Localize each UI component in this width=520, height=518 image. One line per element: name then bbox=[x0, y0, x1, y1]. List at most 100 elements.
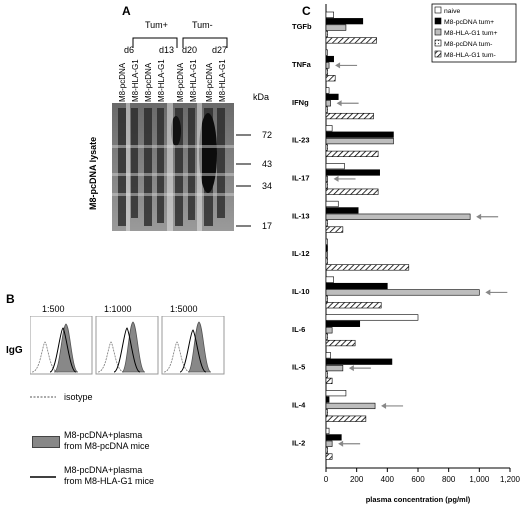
day-label-d27: d27 bbox=[212, 45, 228, 55]
bar-naive bbox=[325, 238, 328, 245]
category-label: IL-5 bbox=[292, 363, 305, 372]
black-legend-line2: from M8-HLA-G1 mice bbox=[64, 476, 155, 486]
bar-M8-HLA-G1-tum+ bbox=[325, 213, 471, 220]
arrow-head bbox=[335, 62, 341, 69]
category-label: IL-13 bbox=[292, 211, 310, 220]
bar-M8-pcDNA-tum+ bbox=[325, 131, 394, 138]
legend-label: naive bbox=[444, 8, 460, 15]
bar-M8-HLA-G1-tum- bbox=[325, 415, 367, 422]
bar-M8-HLA-G1-tum- bbox=[325, 37, 377, 44]
x-tick-label: 800 bbox=[442, 475, 456, 484]
bar-naive bbox=[325, 427, 330, 435]
bar-M8-HLA-G1-tum- bbox=[325, 75, 336, 82]
bar-M8-pcDNA-tum- bbox=[325, 30, 328, 38]
bar-M8-HLA-G1-tum- bbox=[325, 453, 333, 460]
category-label: TGFb bbox=[292, 22, 312, 31]
bar-M8-pcDNA-tum+ bbox=[325, 245, 328, 252]
bar-M8-pcDNA-tum+ bbox=[325, 93, 339, 100]
category-label: IFNg bbox=[292, 98, 309, 107]
lane-label: M8-pcDNA bbox=[176, 62, 185, 102]
grey-legend-line2: from M8-pcDNA mice bbox=[64, 441, 150, 451]
marker-43: 43 bbox=[262, 159, 273, 169]
grey-legend-line1: M8-pcDNA+plasma bbox=[64, 430, 143, 440]
kda-marker-ticks bbox=[236, 134, 251, 227]
arrow-head bbox=[336, 100, 342, 107]
category-label: IL-17 bbox=[292, 174, 310, 183]
lane-label: M8-HLA-G1 bbox=[157, 59, 166, 102]
legend-swatch bbox=[434, 6, 442, 14]
x-tick-label: 1,200 bbox=[500, 475, 520, 484]
day-label-d13: d13 bbox=[159, 45, 175, 55]
grey-legend-label: M8-pcDNA+plasma from M8-pcDNA mice bbox=[64, 430, 150, 452]
black-line-swatch bbox=[30, 476, 56, 478]
bar-M8-HLA-G1-tum+ bbox=[325, 440, 333, 447]
legend-label: M8-pcDNA tum+ bbox=[444, 19, 494, 26]
western-blot-image bbox=[112, 103, 234, 231]
bar-M8-HLA-G1-tum+ bbox=[325, 251, 328, 258]
arrow-head bbox=[381, 402, 387, 409]
group-tum-neg-label: Tum- bbox=[192, 20, 213, 30]
cytokine-bar-chart: 0 200 400 600 800 1,000 1,200 plasma concentrat… bbox=[292, 3, 520, 504]
lane-label: M8-HLA-G1 bbox=[131, 59, 140, 102]
bar-M8-pcDNA-tum- bbox=[325, 409, 328, 416]
bar-M8-pcDNA-tum- bbox=[325, 447, 328, 454]
panel-a-label: A bbox=[122, 4, 131, 18]
arrow-head bbox=[476, 213, 482, 220]
x-tick-label: 0 bbox=[324, 475, 329, 484]
bar-M8-pcDNA-tum+ bbox=[325, 320, 361, 327]
bar-M8-HLA-G1-tum+ bbox=[325, 402, 376, 410]
dilution-1-5000: 1:5000 bbox=[170, 304, 198, 314]
flow-histograms bbox=[30, 316, 225, 375]
bar-M8-HLA-G1-tum+ bbox=[325, 24, 347, 31]
bar-M8-pcDNA-tum+ bbox=[325, 434, 342, 441]
kda-unit-label: kDa bbox=[253, 92, 270, 102]
bar-M8-pcDNA-tum- bbox=[325, 220, 328, 227]
bar-M8-HLA-G1-tum+ bbox=[325, 327, 333, 334]
bar-M8-pcDNA-tum- bbox=[325, 68, 328, 75]
legend-swatch bbox=[434, 50, 442, 58]
isotype-legend-label: isotype bbox=[64, 392, 93, 402]
bar-naive bbox=[325, 49, 328, 56]
bar-M8-HLA-G1-tum- bbox=[325, 112, 374, 120]
bar-M8-HLA-G1-tum- bbox=[325, 150, 379, 158]
x-tick-label: 200 bbox=[350, 475, 364, 484]
category-label: IL-10 bbox=[292, 287, 310, 296]
category-label: IL-12 bbox=[292, 249, 310, 258]
bar-M8-pcDNA-tum- bbox=[325, 295, 328, 302]
lane-label: M8-HLA-G1 bbox=[218, 59, 227, 102]
bar-M8-HLA-G1-tum- bbox=[325, 188, 379, 195]
group-tum-pos-label: Tum+ bbox=[145, 20, 168, 30]
category-label: IL-6 bbox=[292, 325, 305, 334]
bar-M8-HLA-G1-tum+ bbox=[325, 364, 344, 372]
bar-naive bbox=[325, 314, 419, 321]
bar-naive bbox=[325, 163, 345, 170]
category-label: IL-2 bbox=[292, 438, 305, 447]
bar-naive bbox=[325, 11, 334, 18]
bar-M8-HLA-G1-tum+ bbox=[325, 62, 330, 69]
bar-naive bbox=[325, 87, 330, 94]
bar-M8-pcDNA-tum+ bbox=[325, 18, 364, 25]
igg-row-label: IgG bbox=[6, 345, 23, 356]
lane-label: M8-pcDNA bbox=[118, 62, 127, 102]
bar-M8-HLA-G1-tum- bbox=[325, 264, 410, 271]
category-label: IL-4 bbox=[292, 401, 306, 410]
bar-M8-HLA-G1-tum+ bbox=[325, 175, 328, 183]
lane-label: M8-pcDNA bbox=[144, 62, 153, 102]
marker-34: 34 bbox=[262, 181, 273, 191]
legend-label: M8-HLA-G1 tum+ bbox=[444, 30, 497, 37]
bar-M8-pcDNA-tum- bbox=[325, 106, 328, 113]
bar-M8-HLA-G1-tum+ bbox=[325, 138, 394, 145]
bar-M8-pcDNA-tum- bbox=[325, 371, 328, 378]
black-legend-label: M8-pcDNA+plasma from M8-HLA-G1 mice bbox=[64, 465, 154, 487]
bar-M8-HLA-G1-tum- bbox=[325, 226, 344, 233]
x-tick-label: 400 bbox=[381, 475, 395, 484]
legend-label: M8-pcDNA tum- bbox=[444, 41, 492, 48]
arrow-head bbox=[485, 289, 491, 296]
bar-M8-pcDNA-tum- bbox=[325, 144, 328, 151]
blot-side-label: M8-pcDNA lysate bbox=[88, 136, 98, 210]
arrow-head bbox=[338, 440, 344, 447]
bar-M8-pcDNA-tum- bbox=[325, 257, 328, 265]
dilution-1-1000: 1:1000 bbox=[104, 304, 132, 314]
bar-M8-HLA-G1-tum+ bbox=[325, 289, 480, 296]
dilution-1-500: 1:500 bbox=[42, 304, 65, 314]
